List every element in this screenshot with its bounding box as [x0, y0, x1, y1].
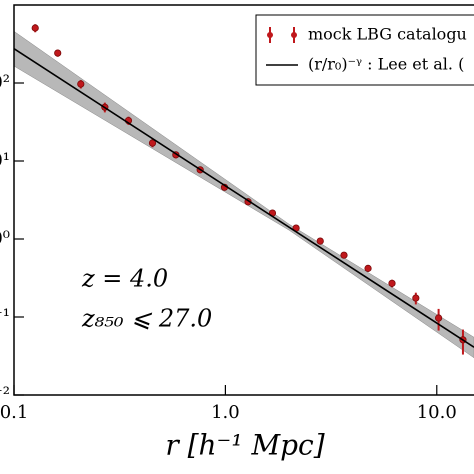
x-tick-label: 1.0 — [211, 402, 240, 423]
legend-marker — [291, 32, 297, 38]
data-point — [434, 314, 443, 322]
y-tick-label: 10¹ — [0, 150, 10, 171]
legend-box — [255, 14, 474, 86]
legend-marker — [267, 32, 273, 38]
data-point — [31, 24, 39, 32]
y-tick-label: 10² — [0, 72, 10, 93]
data-point — [77, 80, 85, 88]
annotation: z₈₅₀ ⩽ 27.0 — [81, 305, 212, 333]
legend-label: mock LBG catalogu — [308, 25, 467, 44]
data-point — [388, 279, 396, 287]
annotation: z = 4.0 — [81, 265, 168, 293]
legend-label: (r/r₀)⁻ᵞ : Lee et al. ( — [308, 55, 464, 74]
data-point — [340, 251, 348, 259]
y-tick-label: 10⁻¹ — [0, 306, 10, 327]
data-point — [412, 294, 420, 302]
data-point — [316, 237, 324, 245]
y-tick-label: 10⁰ — [0, 228, 10, 249]
data-point — [148, 139, 157, 147]
data-point — [364, 264, 372, 272]
x-tick-label: 10.0 — [417, 402, 457, 423]
y-tick-label: 10⁻² — [0, 384, 10, 405]
data-point — [54, 49, 62, 57]
fit-line — [13, 48, 474, 348]
plot-frame — [13, 4, 474, 396]
x-axis-label: r [h⁻¹ Mpc] — [165, 429, 324, 462]
legend: mock LBG catalogu (r/r₀)⁻ᵞ : Lee et al. ( — [255, 14, 474, 86]
x-tick-label: 0.1 — [0, 402, 28, 423]
